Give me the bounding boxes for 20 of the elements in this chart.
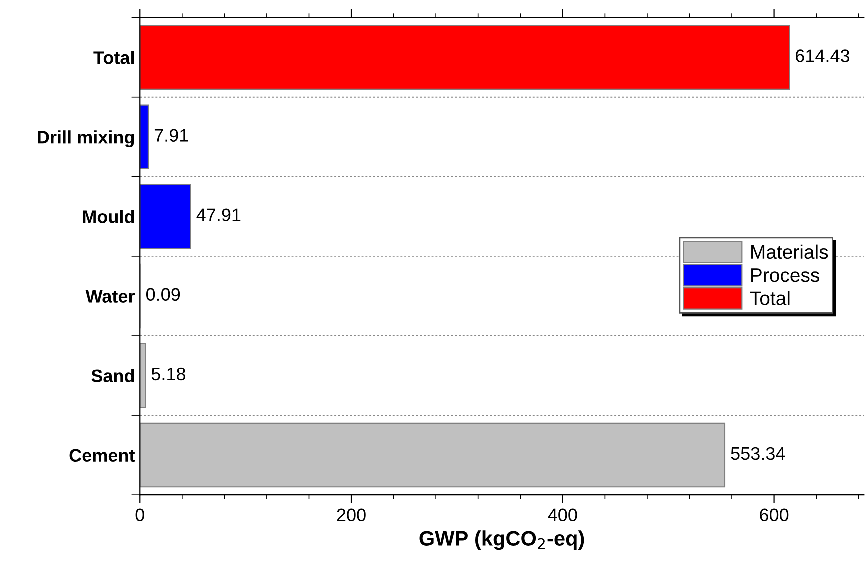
y-tick-label: Water bbox=[86, 290, 135, 303]
y-tick-label: Mould bbox=[83, 210, 134, 224]
legend-label: Materials bbox=[752, 244, 828, 260]
x-tick-label: 400 bbox=[548, 508, 578, 522]
legend-label: Process bbox=[752, 268, 820, 282]
x-tick-label: 0 bbox=[136, 508, 144, 522]
data-label: 5.18 bbox=[152, 368, 186, 381]
y-tick-label: Cement bbox=[70, 449, 136, 462]
x-tick-label: 600 bbox=[760, 508, 789, 522]
y-tick-label: Sand bbox=[92, 369, 134, 382]
data-label: 7.91 bbox=[154, 129, 188, 142]
y-tick-label: Drill mixing bbox=[38, 130, 134, 148]
data-label: 47.91 bbox=[196, 208, 241, 222]
x-axis-title: GWP (kgCO$_{2}$-eq) bbox=[420, 530, 584, 550]
x-tick-label: 200 bbox=[337, 508, 366, 522]
y-tick-label: Total bbox=[94, 51, 134, 64]
data-label: 614.43 bbox=[796, 50, 850, 62]
data-label: 0.09 bbox=[146, 288, 180, 302]
legend-label: Total bbox=[750, 291, 790, 306]
data-label: 553.34 bbox=[731, 447, 786, 460]
